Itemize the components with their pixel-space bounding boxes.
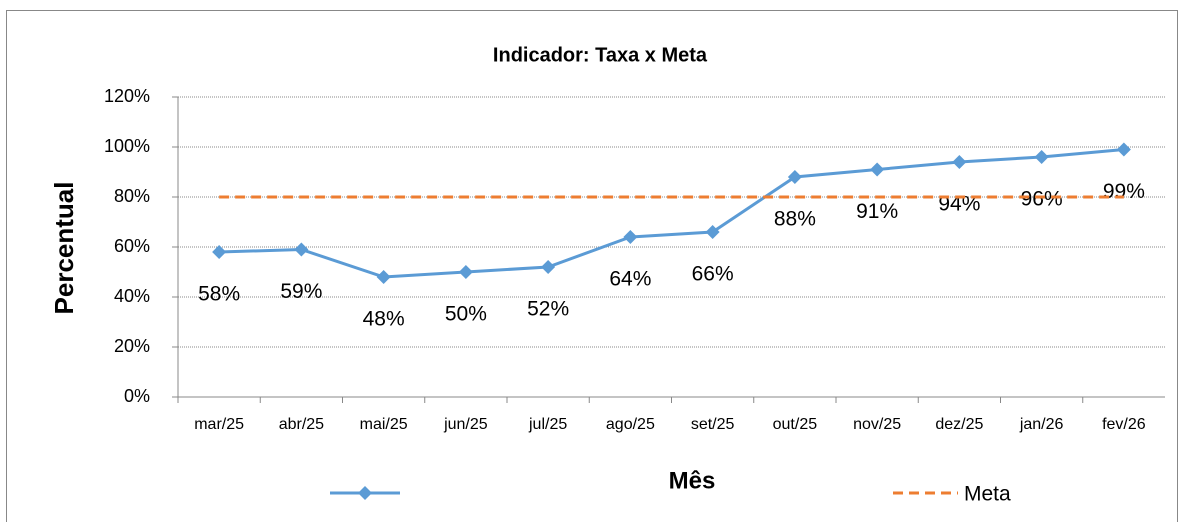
- y-tick-label: 20%: [114, 336, 150, 356]
- data-point: [952, 155, 967, 169]
- x-tick-label: ago/25: [606, 416, 655, 433]
- data-label: 50%: [445, 303, 487, 326]
- data-point: [458, 265, 473, 279]
- x-tick-label: abr/25: [279, 416, 324, 433]
- x-tick-label: jul/25: [528, 416, 567, 433]
- data-label: 48%: [363, 308, 405, 331]
- y-tick-label: 60%: [114, 236, 150, 256]
- legend-label: Meta: [964, 483, 1011, 506]
- data-label: 59%: [280, 280, 322, 303]
- y-tick-label: 100%: [104, 136, 150, 156]
- data-label: 58%: [198, 283, 240, 306]
- data-label: 52%: [527, 298, 569, 321]
- data-point: [787, 170, 802, 184]
- y-tick-label: 120%: [104, 86, 150, 106]
- data-label: 96%: [1021, 188, 1063, 211]
- data-label: 88%: [774, 208, 816, 231]
- x-tick-label: nov/25: [853, 416, 901, 433]
- x-tick-label: fev/26: [1102, 416, 1146, 433]
- x-tick-label: set/25: [691, 416, 735, 433]
- x-tick-label: jan/26: [1019, 416, 1064, 433]
- data-point: [376, 270, 391, 284]
- data-label: 64%: [609, 268, 651, 291]
- y-tick-label: 40%: [114, 286, 150, 306]
- x-axis-label: Mês: [669, 467, 716, 494]
- x-tick-label: out/25: [773, 416, 818, 433]
- data-label: 66%: [692, 263, 734, 286]
- data-point: [1034, 150, 1049, 164]
- data-label: 99%: [1103, 180, 1145, 203]
- data-line: [219, 148, 1125, 279]
- x-tick-label: mai/25: [360, 416, 408, 433]
- y-axis-label: Percentual: [49, 182, 79, 315]
- y-tick-label: 80%: [114, 186, 150, 206]
- data-point: [870, 162, 885, 177]
- data-point: [541, 260, 556, 274]
- legend-marker: [358, 486, 372, 500]
- data-point: [212, 245, 227, 259]
- data-point: [1116, 142, 1131, 157]
- chart-border: [6, 10, 1178, 522]
- data-point: [294, 242, 309, 257]
- x-tick-label: mar/25: [194, 416, 244, 433]
- x-tick-label: jun/25: [443, 416, 488, 433]
- chart-title: Indicador: Taxa x Meta: [493, 44, 708, 66]
- data-point: [623, 230, 638, 244]
- data-label: 91%: [856, 200, 898, 223]
- x-tick-label: dez/25: [935, 416, 983, 433]
- data-point: [705, 225, 720, 239]
- y-tick-label: 0%: [124, 386, 150, 406]
